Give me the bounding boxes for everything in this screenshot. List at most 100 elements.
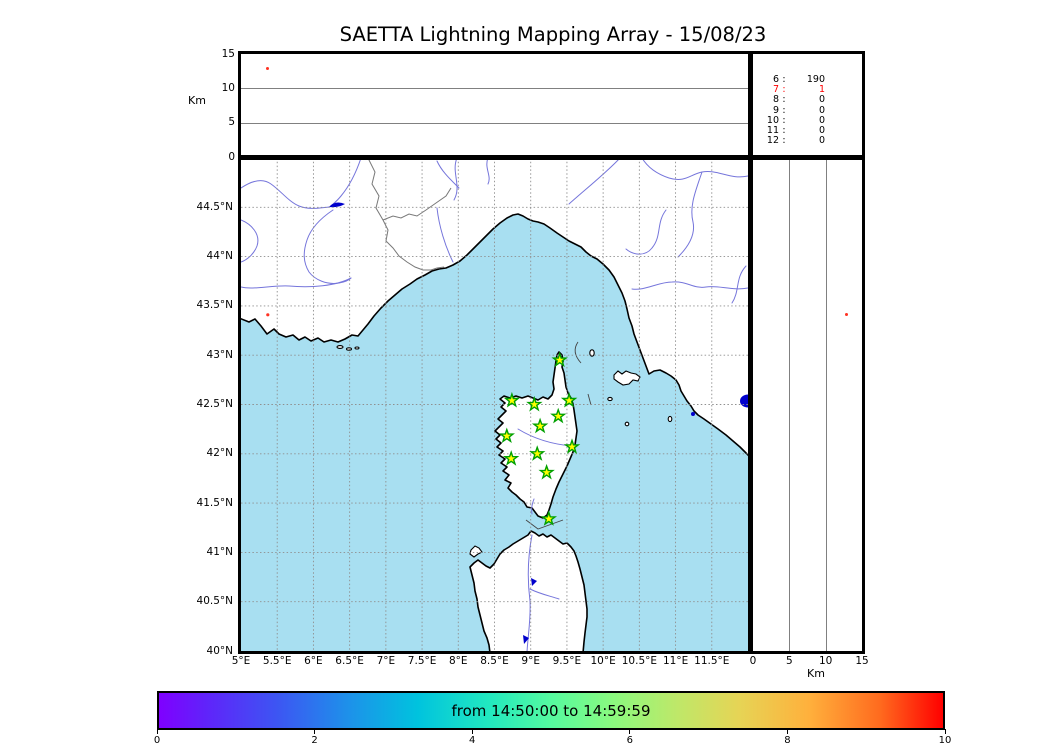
stats-count: 190 [806, 74, 825, 85]
station-star [498, 427, 515, 443]
asinara-island [469, 545, 483, 558]
station-star [531, 417, 549, 434]
orbetello-lagoon [691, 412, 695, 416]
event-dot-map [266, 313, 270, 317]
colorbar-tick-label: 4 [469, 735, 476, 746]
colorbar-tick-mark [314, 729, 316, 734]
stats-colon: : [782, 84, 786, 96]
stats-count: 0 [818, 94, 825, 106]
station-star [563, 438, 581, 454]
lon-tick-label: 6°E [304, 655, 323, 667]
altitude-gridline [241, 122, 748, 124]
strait-lines [525, 341, 592, 530]
colorbar-tick-label: 10 [938, 735, 952, 746]
stats-row: 6: 190 [753, 74, 862, 85]
right-xtick-label: 10 [819, 655, 833, 667]
stats-level: 12 [766, 135, 779, 147]
station-star [529, 445, 546, 461]
altitude-gridline [241, 88, 748, 90]
right-xtick-label: 5 [785, 655, 793, 667]
station-star [502, 450, 520, 466]
station-star [538, 463, 555, 480]
station-star [550, 407, 567, 424]
hyeres-island-2 [345, 347, 353, 351]
lon-tick-label: 8°E [449, 655, 468, 667]
stats-level: 7 [772, 84, 779, 96]
station-star [503, 391, 521, 408]
stats-level: 10 [766, 114, 779, 126]
capraia-island [589, 349, 595, 357]
altitude-ytick-label: 10 [221, 81, 235, 94]
stats-count: 0 [818, 114, 825, 126]
plot-title: SAETTA Lightning Mapping Array - 15/08/2… [339, 23, 767, 46]
lat-tick-label: 40°N [206, 644, 233, 657]
stats-row: 11: 0 [753, 124, 862, 136]
stats-row: 8: 0 [753, 95, 862, 105]
colorbar-tick-label: 2 [311, 735, 318, 746]
altitude-ytick-label: 15 [221, 47, 235, 60]
colorbar-tick-mark [156, 729, 158, 734]
colorbar-label: from 14:50:00 to 14:59:59 [451, 701, 651, 720]
stats-level: 11 [766, 124, 779, 136]
hyeres-island-3 [354, 346, 360, 350]
stats-count: 0 [818, 104, 825, 116]
lat-tick-label: 42.5°N [196, 398, 233, 410]
station-star [551, 351, 568, 368]
altitude-longitude-panel [241, 54, 748, 157]
map-svg [241, 158, 748, 651]
colorbar-tick-mark [786, 729, 788, 734]
altitude-ytick-label: 0 [228, 150, 235, 163]
lakes [329, 202, 748, 644]
lake-serre-poncon [329, 202, 345, 208]
stats-colon: : [782, 104, 786, 116]
country-borders [367, 158, 452, 271]
lon-tick-label: 5°E [231, 655, 251, 667]
colorbar-tick-mark [471, 729, 473, 734]
colorbar-tick-label: 6 [626, 735, 633, 746]
colorbar-tick-mark [944, 729, 946, 734]
lat-tick-label: 40.5°N [196, 595, 233, 608]
colorbar-tick-label: 8 [784, 735, 791, 746]
stats-level: 8 [772, 94, 779, 106]
stats-colon: : [782, 94, 786, 106]
colorbar-tick-mark [629, 729, 631, 734]
right-xtick-label: 0 [749, 655, 757, 667]
stats-colon: : [782, 114, 786, 126]
stats-row: 10: 0 [753, 114, 862, 126]
altitude-ytick-label: 5 [228, 116, 235, 129]
map-panel [241, 158, 748, 651]
altitude-latitude-panel [753, 158, 862, 651]
station-star [560, 391, 578, 408]
sardinia-lake-1 [531, 578, 537, 586]
lon-tick-label: 8.5°E [480, 655, 509, 667]
lon-tick-label: 11.5°E [694, 655, 730, 667]
mainland-coast [241, 158, 748, 457]
map-event-dots [266, 313, 270, 317]
map-gridlines [241, 158, 748, 651]
lake-bolsena [740, 394, 748, 408]
event-dot-altitude-latitude [845, 313, 849, 317]
altitude-gridline [825, 158, 827, 651]
hyeres-island-1 [336, 345, 344, 349]
lon-tick-label: 9°E [521, 655, 540, 667]
pianosa-island [607, 396, 613, 402]
station-star [526, 395, 543, 412]
stats-colon: : [782, 135, 786, 147]
station-stars [498, 351, 581, 526]
stats-row: 9: 0 [753, 104, 862, 116]
lon-tick-label: 7.5°E [407, 655, 437, 667]
lon-tick-label: 6.5°E [335, 655, 364, 667]
colorbar-tick-label: 0 [153, 735, 161, 746]
altitude-axis-label-right: Km [807, 667, 825, 680]
station-star [540, 510, 558, 526]
event-dot-altitude-longitude [266, 66, 270, 70]
stats-row: 7: 1 [753, 84, 862, 96]
stats-count: 0 [818, 124, 825, 136]
colorbar: from 14:50:00 to 14:59:59 [157, 691, 945, 730]
lat-tick-label: 41.5°N [196, 496, 233, 509]
stats-level: 9 [772, 104, 779, 116]
lon-tick-label: 10.5°E [621, 655, 658, 667]
lon-tick-label: 11°E [662, 655, 689, 667]
lat-tick-label: 42°N [206, 447, 233, 460]
